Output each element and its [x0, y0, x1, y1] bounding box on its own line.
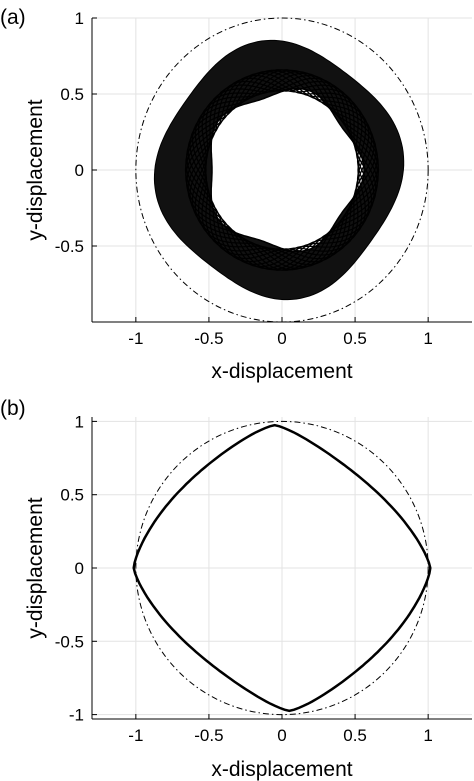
- y-tick-label: 0: [75, 161, 84, 180]
- chart-panel-b: -1 -0.5 0 0.5 1 -1 -0.5 0 0.5 1 x-displacement y…: [24, 412, 472, 781]
- chart-panel-a: -1 -0.5 0 0.5 1 -0.5 0 0.5 1 x-displacement y-d…: [24, 9, 472, 383]
- y-tick-label: 1: [75, 412, 84, 431]
- y-axis-label-a: y-displacement: [24, 99, 47, 240]
- axes-b: [91, 417, 472, 720]
- y-tick-labels-b: -1 -0.5 0 0.5 1: [55, 412, 84, 724]
- x-tick-label: -1: [128, 726, 143, 745]
- trajectory-loop: [187, 69, 375, 260]
- trajectory-loop: [194, 70, 379, 266]
- x-tick-label: 0.5: [343, 329, 367, 348]
- x-tick-label: -0.5: [194, 726, 223, 745]
- y-axis-label-b: y-displacement: [24, 497, 47, 638]
- x-tick-label: -0.5: [194, 329, 223, 348]
- trajectory-loop: [191, 69, 378, 263]
- axes-a: [91, 17, 472, 323]
- y-tick-label: -0.5: [55, 632, 84, 651]
- x-tick-label: 1: [423, 726, 432, 745]
- y-tick-label: -1: [69, 706, 84, 725]
- x-tick-label: 1: [423, 329, 432, 348]
- x-tick-labels-b: -1 -0.5 0 0.5 1: [128, 726, 433, 745]
- trajectory-loop: [185, 70, 370, 266]
- x-tick-label: 0: [277, 726, 286, 745]
- x-tick-labels-a: -1 -0.5 0 0.5 1: [128, 329, 433, 348]
- trajectory-loop: [197, 72, 380, 268]
- trajectory-curve: [132, 423, 432, 713]
- y-tick-label: 0: [75, 559, 84, 578]
- x-axis-label-a: x-displacement: [211, 360, 352, 383]
- x-axis-label-b: x-displacement: [211, 758, 352, 781]
- trajectory-inner-edge: [210, 87, 365, 253]
- series-a: [135, 17, 429, 323]
- panel-a-label: (a): [0, 6, 26, 29]
- y-tick-label: 1: [75, 9, 84, 28]
- y-tick-labels-a: -0.5 0 0.5 1: [55, 9, 84, 256]
- x-tick-label: 0: [277, 329, 286, 348]
- x-tick-label: -1: [128, 329, 143, 348]
- y-tick-label: 0.5: [60, 486, 84, 505]
- x-tick-label: 0.5: [343, 726, 367, 745]
- panel-b-label: (b): [0, 397, 26, 420]
- trajectory-loop: [184, 72, 367, 268]
- y-tick-label: -0.5: [55, 237, 84, 256]
- y-tick-label: 0.5: [60, 85, 84, 104]
